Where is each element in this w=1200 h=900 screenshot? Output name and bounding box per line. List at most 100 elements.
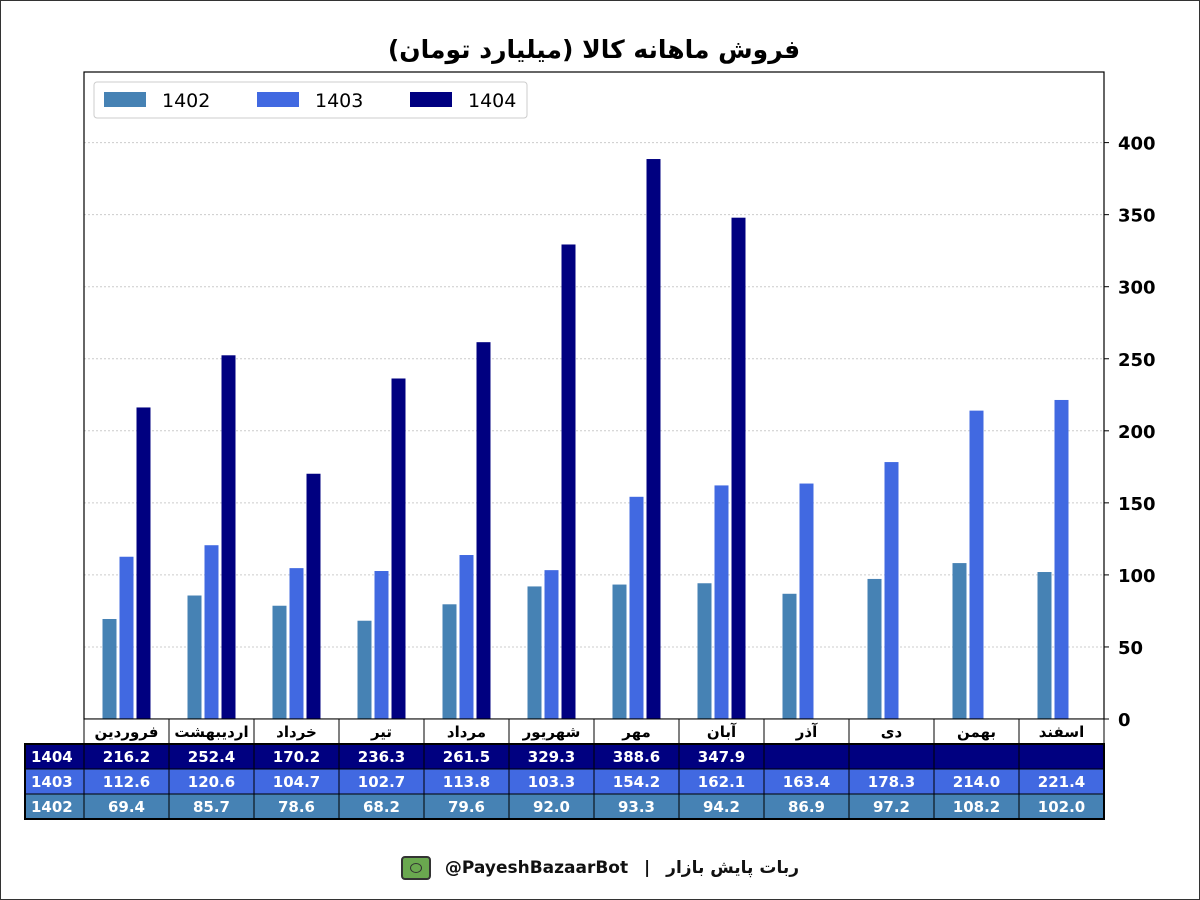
chart-title: فروش ماهانه کالا (میلیارد تومان) xyxy=(388,35,800,65)
table-value: 102.0 xyxy=(1038,798,1085,816)
table-header-cell xyxy=(763,718,850,745)
bar-1402 xyxy=(357,620,372,719)
table-row-label: 1402 xyxy=(31,798,73,816)
table-value: 329.3 xyxy=(528,748,575,766)
y-tick-label: 200 xyxy=(1118,422,1156,443)
table-header-cell xyxy=(848,718,935,745)
table-cell xyxy=(763,743,850,770)
table-header-6: شهریور xyxy=(522,723,581,741)
legend-label-1402: 1402 xyxy=(162,90,210,112)
table-value: 163.4 xyxy=(783,773,830,791)
y-tick-label: 150 xyxy=(1118,494,1156,515)
table-value: 68.2 xyxy=(363,798,400,816)
table-cell xyxy=(83,768,170,795)
table-value: 221.4 xyxy=(1038,773,1085,791)
bar-1404 xyxy=(646,159,661,720)
table-header-5: مرداد xyxy=(447,723,486,741)
bar-1403 xyxy=(799,483,814,719)
bar-1402 xyxy=(187,595,202,719)
bar-1404 xyxy=(561,244,576,720)
table-header-11: بهمن xyxy=(957,723,996,741)
table-value: 112.6 xyxy=(103,773,150,791)
footer-brand: ربات پایش بازار xyxy=(666,858,799,878)
bar-1403 xyxy=(969,410,984,719)
table-value: 154.2 xyxy=(613,773,660,791)
y-tick-label: 350 xyxy=(1118,206,1156,227)
table-header-1: فروردین xyxy=(95,723,159,741)
table-row-label: 1403 xyxy=(31,773,73,791)
table-value: 216.2 xyxy=(103,748,150,766)
bar-1403 xyxy=(544,570,559,719)
table-value: 113.8 xyxy=(443,773,490,791)
bar-1403 xyxy=(714,485,729,719)
legend-swatch-1402 xyxy=(104,92,146,107)
table-value: 261.5 xyxy=(443,748,490,766)
bar-1402 xyxy=(612,584,627,719)
legend-label-1404: 1404 xyxy=(468,90,516,112)
table-value: 214.0 xyxy=(953,773,1000,791)
table-value: 103.3 xyxy=(528,773,575,791)
table-header-9: آذر xyxy=(795,723,818,741)
bar-1403 xyxy=(374,571,389,719)
table-cell xyxy=(338,768,425,795)
bar-1402 xyxy=(867,578,882,719)
table-header-cell xyxy=(423,718,510,745)
legend-swatch-1404 xyxy=(410,92,452,107)
y-tick-label: 100 xyxy=(1118,566,1156,587)
table-cell xyxy=(168,743,255,770)
bar-1404 xyxy=(731,217,746,719)
y-tick-label: 400 xyxy=(1118,134,1156,155)
legend-box xyxy=(93,81,528,119)
bar-1403 xyxy=(884,462,899,719)
table-cell xyxy=(763,793,850,820)
bar-1402 xyxy=(952,563,967,719)
table-cell xyxy=(593,768,680,795)
table-cell xyxy=(848,768,935,795)
table-header-3: خرداد xyxy=(276,723,317,741)
plot-area-border xyxy=(83,71,1105,720)
table-cell xyxy=(168,768,255,795)
bar-1402 xyxy=(272,605,287,719)
legend-label-1403: 1403 xyxy=(315,90,363,112)
bar-1404 xyxy=(391,378,406,719)
table-value: 102.7 xyxy=(358,773,405,791)
table-cell xyxy=(678,768,765,795)
table-value: 93.3 xyxy=(618,798,655,816)
table-value: 104.7 xyxy=(273,773,320,791)
table-cell xyxy=(933,743,1020,770)
table-value: 85.7 xyxy=(193,798,230,816)
footer-handle: @PayeshBazaarBot xyxy=(444,858,629,878)
bar-1403 xyxy=(629,496,644,719)
table-header-cell xyxy=(593,718,680,745)
table-value: 97.2 xyxy=(873,798,910,816)
bar-1403 xyxy=(459,555,474,719)
table-cell xyxy=(1018,793,1105,820)
y-tick-label: 0 xyxy=(1118,710,1131,731)
legend-swatch-1403 xyxy=(257,92,299,107)
bar-1402 xyxy=(442,604,457,719)
bar-1402 xyxy=(697,583,712,719)
footer-separator: | xyxy=(644,858,651,878)
table-header-cell xyxy=(933,718,1020,745)
table-value: 94.2 xyxy=(703,798,740,816)
table-header-2: اردیبهشت xyxy=(174,723,248,741)
table-border xyxy=(24,743,1105,820)
table-value: 69.4 xyxy=(108,798,145,816)
table-value: 78.6 xyxy=(278,798,315,816)
table-header-7: مهر xyxy=(621,723,651,741)
table-value: 92.0 xyxy=(533,798,570,816)
bar-1404 xyxy=(476,342,491,719)
table-header-cell xyxy=(508,718,595,745)
table-cell xyxy=(1018,743,1105,770)
table-cell xyxy=(83,743,170,770)
bar-1403 xyxy=(289,568,304,719)
table-value: 347.9 xyxy=(698,748,745,766)
bar-1402 xyxy=(527,586,542,719)
table-value: 252.4 xyxy=(188,748,235,766)
bar-1404 xyxy=(306,473,321,719)
table-value: 120.6 xyxy=(188,773,235,791)
table-cell xyxy=(1018,768,1105,795)
bot-monitor-icon xyxy=(400,856,431,880)
y-tick-label: 50 xyxy=(1118,638,1143,659)
table-cell xyxy=(508,768,595,795)
